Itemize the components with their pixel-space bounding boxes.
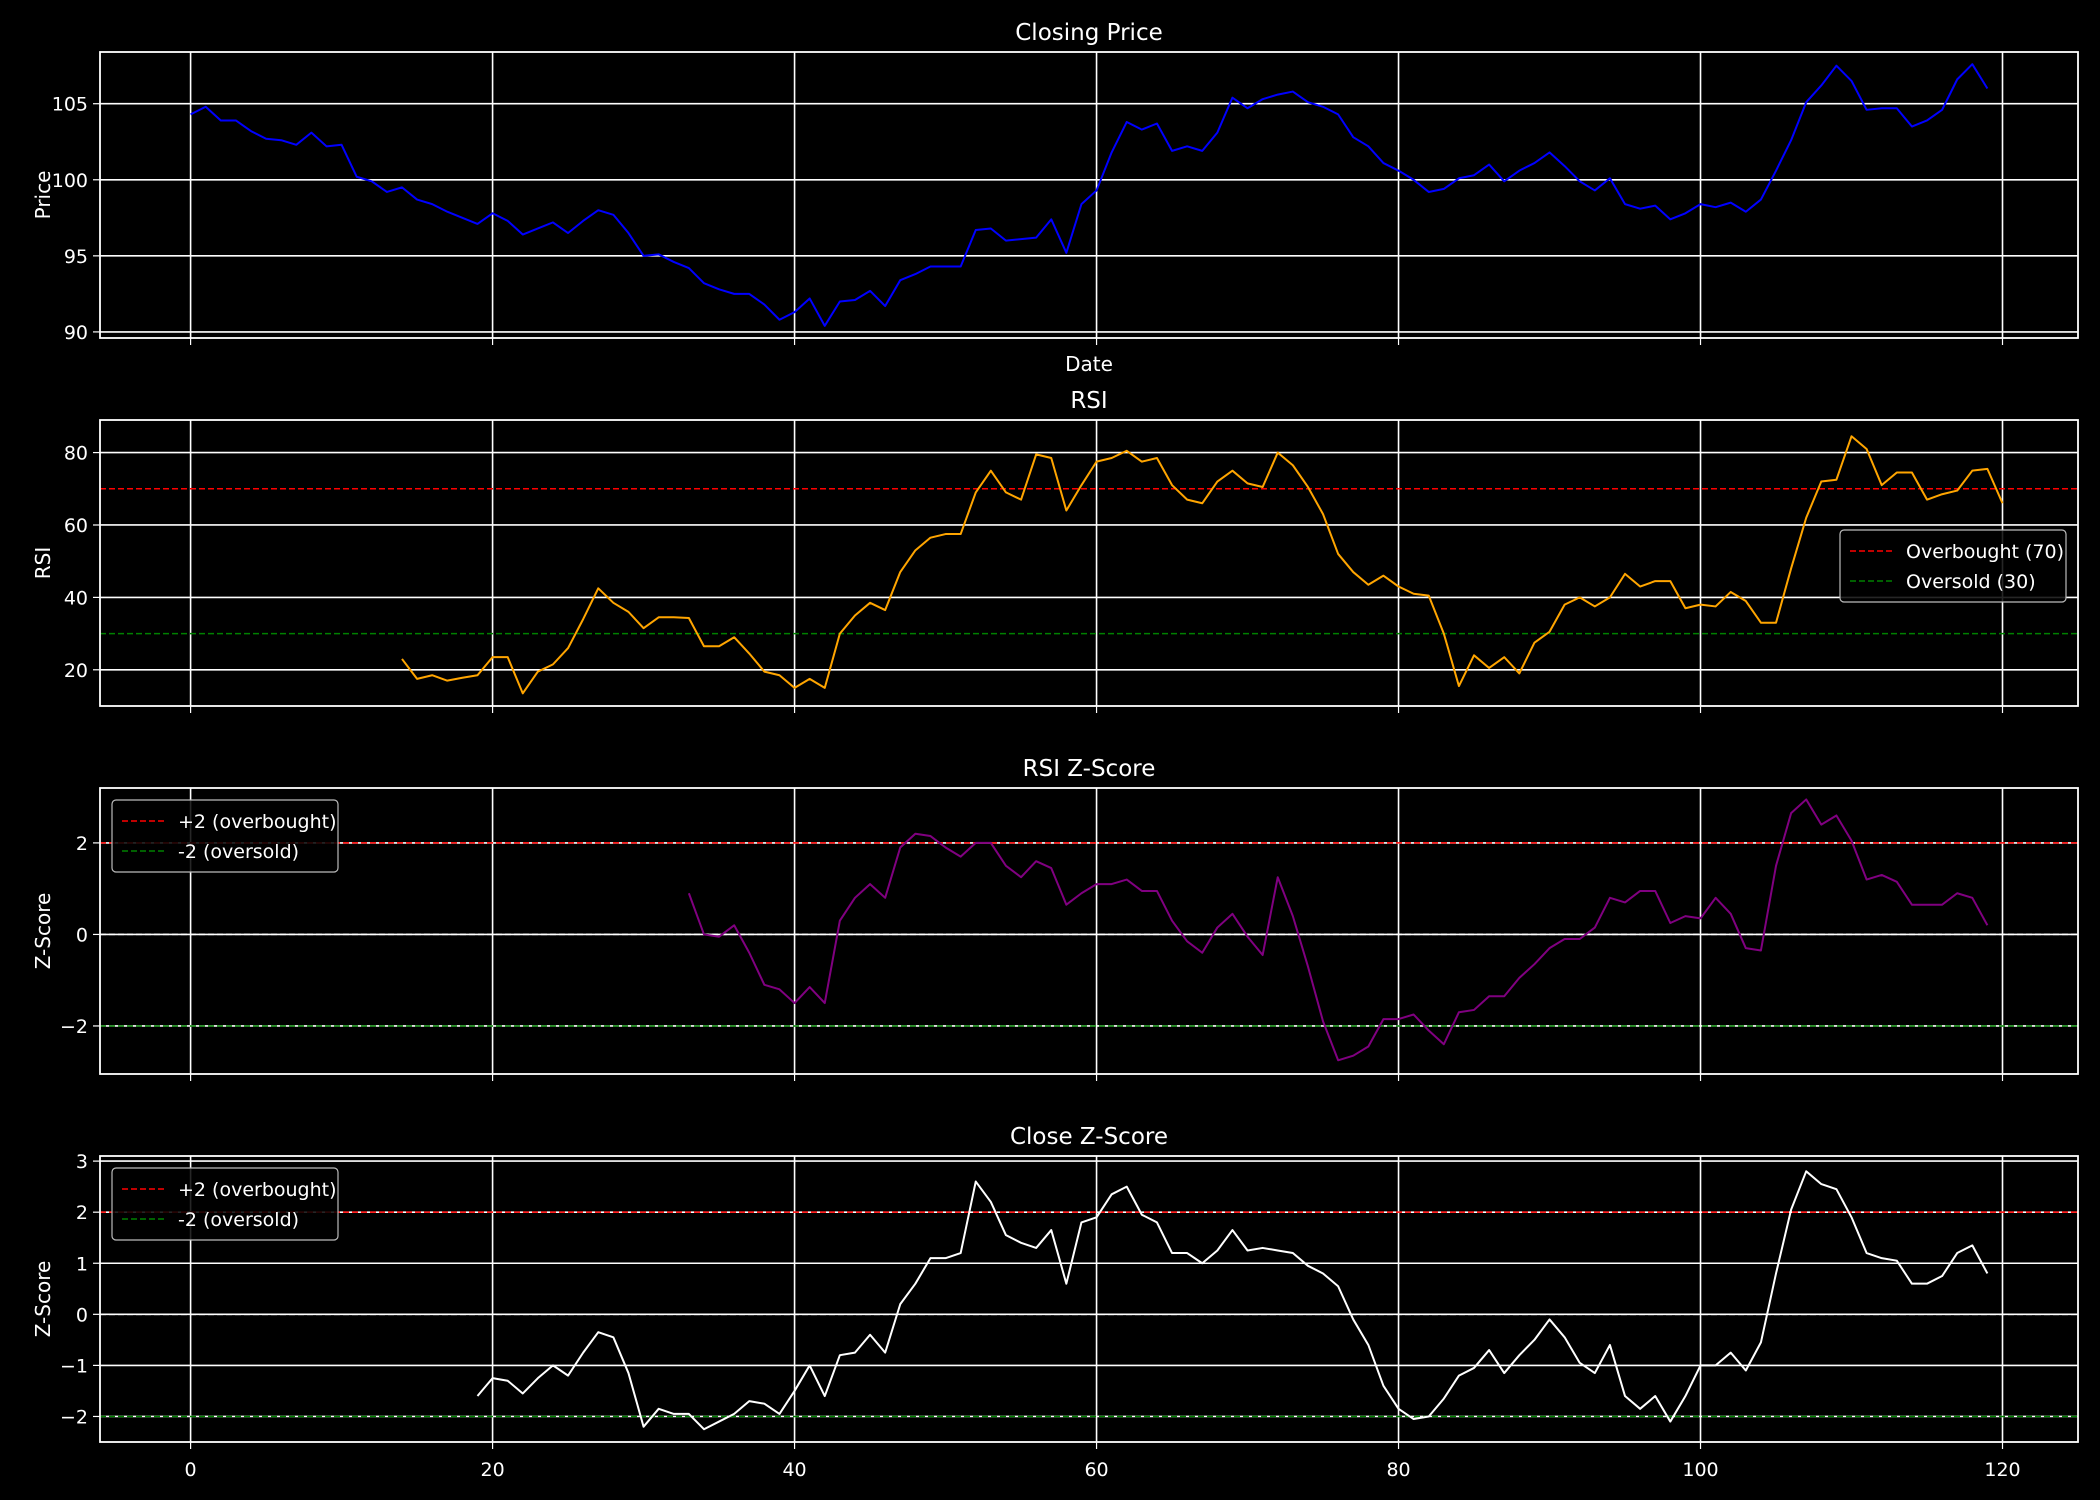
x-tick-label: 100 bbox=[1682, 1459, 1718, 1481]
y-tick-label: 95 bbox=[64, 246, 88, 268]
y-tick-label: −1 bbox=[60, 1355, 88, 1377]
y-tick-label: 100 bbox=[52, 170, 88, 192]
series-line bbox=[476, 1170, 1989, 1431]
y-axis-label: Z-Score bbox=[31, 893, 55, 970]
y-axis-label: Price bbox=[31, 171, 55, 220]
y-axis-label: Z-Score bbox=[31, 1261, 55, 1338]
axes-frame bbox=[99, 787, 2079, 1075]
y-axis-label: RSI bbox=[31, 547, 55, 580]
y-tick-label: 3 bbox=[76, 1151, 88, 1173]
y-tick-label: −2 bbox=[60, 1016, 88, 1038]
panel-1: 90 95 100 105 Closing Price Price Date bbox=[31, 20, 2079, 376]
axes-frame bbox=[99, 51, 2079, 339]
legend-label: Oversold (30) bbox=[1906, 571, 2036, 593]
y-tick-label: 40 bbox=[64, 587, 88, 609]
panel-4: −2 −1 0 1 2 3 0 20 40 60 80 100 120 Close Z-Score Z-Sc… bbox=[31, 1124, 2079, 1481]
x-tick-label: 40 bbox=[782, 1459, 806, 1481]
legend-label: +2 (overbought) bbox=[178, 811, 337, 833]
y-tick-label: 2 bbox=[76, 833, 88, 855]
y-tick-label: 20 bbox=[64, 660, 88, 682]
chart-title: RSI Z-Score bbox=[1023, 756, 1156, 782]
series-line bbox=[401, 435, 2004, 695]
y-tick-label: 0 bbox=[76, 1304, 88, 1326]
legend: +2 (overbought) -2 (oversold) bbox=[111, 799, 339, 873]
y-tick-label: 90 bbox=[64, 322, 88, 344]
panel-2: 20 40 60 80 RSI RSI Overbought (70) Oversold (3… bbox=[31, 388, 2079, 713]
chart-title: Closing Price bbox=[1015, 20, 1163, 46]
chart-title: RSI bbox=[1070, 388, 1107, 414]
legend: Overbought (70) Oversold (30) bbox=[1839, 529, 2067, 603]
legend-box bbox=[111, 1167, 339, 1241]
legend: +2 (overbought) -2 (oversold) bbox=[111, 1167, 339, 1241]
legend-label: -2 (oversold) bbox=[178, 1209, 299, 1231]
legend-label: +2 (overbought) bbox=[178, 1179, 337, 1201]
axes-frame bbox=[99, 419, 2079, 707]
chart-title: Close Z-Score bbox=[1010, 1124, 1168, 1150]
legend-label: -2 (oversold) bbox=[178, 841, 299, 863]
series-line bbox=[190, 63, 1989, 327]
legend-box bbox=[111, 799, 339, 873]
y-tick-label: 60 bbox=[64, 515, 88, 537]
y-tick-label: 80 bbox=[64, 443, 88, 465]
y-tick-label: 0 bbox=[76, 924, 88, 946]
x-tick-label: 60 bbox=[1084, 1459, 1108, 1481]
x-tick-label: 80 bbox=[1386, 1459, 1410, 1481]
x-tick-label: 20 bbox=[480, 1459, 504, 1481]
y-tick-label: 105 bbox=[52, 94, 88, 116]
x-tick-label: 0 bbox=[185, 1459, 197, 1481]
series-line bbox=[687, 798, 1989, 1062]
axes-frame bbox=[99, 1155, 2079, 1443]
y-tick-label: 2 bbox=[76, 1202, 88, 1224]
x-tick-label: 120 bbox=[1984, 1459, 2020, 1481]
y-tick-label: 1 bbox=[76, 1253, 88, 1275]
x-axis-label: Date bbox=[1065, 352, 1113, 376]
legend-box bbox=[1839, 529, 2067, 603]
panel-3: −2 0 2 RSI Z-Score Z-Score +2 (overbought) -2 … bbox=[31, 756, 2079, 1081]
legend-label: Overbought (70) bbox=[1906, 541, 2064, 563]
y-tick-label: −2 bbox=[60, 1406, 88, 1428]
